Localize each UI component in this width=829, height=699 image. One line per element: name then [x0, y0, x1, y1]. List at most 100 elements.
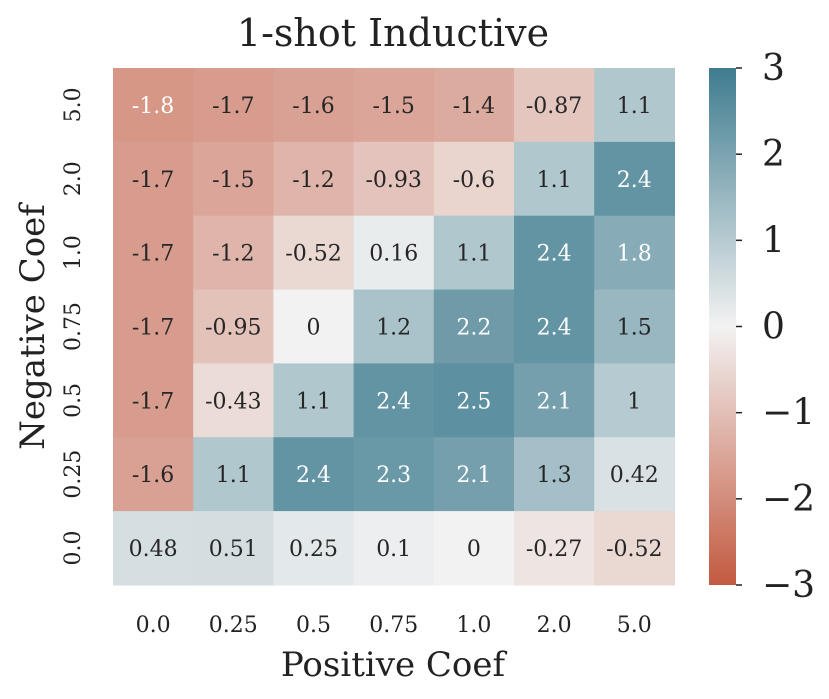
heatmap-cell — [433, 437, 515, 512]
heatmap-cell-value: 0.42 — [610, 463, 659, 488]
heatmap-cell-value: -0.52 — [285, 242, 341, 267]
heatmap-cell-value: 2.1 — [456, 463, 491, 488]
heatmap-cell — [273, 215, 355, 291]
y-tick-label: 0.0 — [61, 531, 86, 566]
heatmap-cell — [113, 215, 194, 291]
heatmap-cell-value: -1.7 — [132, 315, 174, 340]
heatmap-cell — [594, 215, 675, 291]
heatmap-cell — [433, 68, 515, 143]
heatmap-cell-value: 2.4 — [376, 389, 411, 414]
heatmap-cell — [353, 289, 435, 364]
y-tick-label: 0.75 — [61, 302, 86, 351]
x-axis-label: Positive Coef — [281, 645, 508, 685]
y-tick-label: 2.0 — [61, 161, 86, 196]
colorbar-tick-label: 1 — [762, 220, 785, 261]
heatmap-cell-value: -1.5 — [212, 168, 254, 193]
y-tick-label: 0.25 — [61, 450, 86, 499]
heatmap-cell-value: -1.6 — [292, 94, 334, 119]
heatmap-cell-labels: -1.8 -1.7 -1.6 -1.5 -1.4 -0.87 1.1 -1.7 -1.5 -1.2… — [129, 94, 663, 562]
heatmap-cell — [433, 141, 515, 217]
heatmap-cell — [353, 511, 435, 586]
y-tick-label: 0.5 — [61, 383, 86, 418]
heatmap-cell — [113, 437, 194, 512]
heatmap-cell-value: 0 — [467, 537, 481, 562]
heatmap-cells — [113, 68, 675, 586]
heatmap-cell-value: -1.2 — [212, 242, 254, 267]
heatmap-cell-value: -1.4 — [453, 94, 495, 119]
heatmap-cell — [594, 437, 675, 512]
heatmap-cell-value: 1 — [627, 389, 641, 414]
heatmap-cell-value: -1.7 — [132, 389, 174, 414]
heatmap-cell-value: -1.6 — [132, 463, 174, 488]
heatmap-cell-value: -0.27 — [526, 537, 582, 562]
heatmap-cell — [353, 363, 435, 438]
heatmap-cell — [113, 68, 194, 143]
heatmap-cell — [514, 437, 595, 512]
heatmap-cell-value: 2.4 — [617, 168, 652, 193]
heatmap-cell-value: -0.6 — [453, 168, 495, 193]
x-tick-label: 5.0 — [617, 613, 652, 638]
y-tick-label: 5.0 — [61, 87, 86, 122]
chart-title: 1-shot Inductive — [237, 11, 549, 55]
heatmap-cell — [514, 363, 595, 438]
heatmap-cell-value: 2.3 — [376, 463, 411, 488]
heatmap-cell — [273, 68, 355, 143]
heatmap-cell-value: 2.4 — [537, 315, 572, 340]
heatmap-cell-value: 2.4 — [537, 242, 572, 267]
heatmap-cell — [514, 68, 595, 143]
x-tick-labels: 0.0 0.25 0.5 0.75 1.0 2.0 5.0 — [136, 613, 652, 638]
heatmap-cell — [594, 141, 675, 217]
colorbar-tick-label: 3 — [762, 48, 785, 89]
colorbar-tick-label: −2 — [762, 479, 815, 520]
heatmap-cell-value: 0 — [307, 315, 321, 340]
y-tick-labels: 5.0 2.0 1.0 0.75 0.5 0.25 0.0 — [61, 87, 86, 565]
heatmap-cell-value: 1.1 — [456, 242, 491, 267]
heatmap-cell — [273, 289, 355, 364]
heatmap-cell-value: 2.2 — [456, 315, 491, 340]
x-tick-label: 0.5 — [296, 613, 331, 638]
heatmap-cell-value: 2.4 — [296, 463, 331, 488]
heatmap-cell — [594, 511, 675, 586]
heatmap-cell-value: 2.5 — [456, 389, 491, 414]
heatmap-cell-value: 0.16 — [369, 242, 418, 267]
x-tick-label: 0.0 — [136, 613, 171, 638]
heatmap-cell — [113, 289, 194, 364]
heatmap-cell-value: 1.1 — [537, 168, 572, 193]
heatmap-cell-value: 1.2 — [376, 315, 411, 340]
heatmap-cell-value: -0.95 — [205, 315, 261, 340]
heatmap-cell — [514, 141, 595, 217]
colorbar-tick-label: −3 — [762, 565, 815, 606]
heatmap-cell — [193, 215, 274, 291]
heatmap-cell — [193, 363, 274, 438]
heatmap-cell — [193, 511, 274, 586]
heatmap-cell-value: 1.5 — [617, 315, 652, 340]
heatmap-cell — [514, 289, 595, 364]
heatmap-cell — [273, 141, 355, 217]
heatmap-cell — [514, 511, 595, 586]
heatmap-cell — [594, 289, 675, 364]
heatmap-cell — [353, 215, 435, 291]
x-tick-label: 0.75 — [369, 613, 418, 638]
heatmap-cell — [113, 363, 194, 438]
heatmap-cell — [433, 511, 515, 586]
heatmap-cell-value: -1.5 — [372, 94, 414, 119]
x-tick-label: 0.25 — [209, 613, 258, 638]
heatmap-cell — [594, 363, 675, 438]
colorbar — [709, 68, 736, 585]
heatmap-cell — [113, 511, 194, 586]
x-tick-label: 2.0 — [537, 613, 572, 638]
heatmap-cell — [273, 363, 355, 438]
heatmap-cell-value: 2.1 — [537, 389, 572, 414]
heatmap-cell — [193, 68, 274, 143]
heatmap-cell — [433, 215, 515, 291]
heatmap-cell-value: -0.43 — [205, 389, 261, 414]
heatmap-cell — [273, 511, 355, 586]
heatmap-cell-value: -1.8 — [132, 94, 174, 119]
heatmap-cell-value: -1.7 — [132, 168, 174, 193]
heatmap-cell — [433, 289, 515, 364]
heatmap-cell — [193, 141, 274, 217]
colorbar-tick-label: 0 — [762, 307, 785, 348]
heatmap-cell — [514, 215, 595, 291]
